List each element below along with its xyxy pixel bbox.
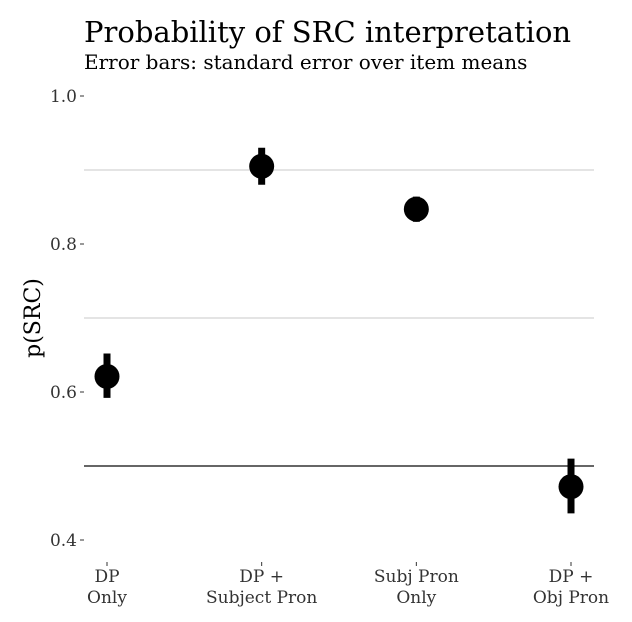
x-tick-label-line2: Subject Pron <box>206 588 317 608</box>
data-point <box>403 196 429 222</box>
y-tick-label: 0.6 <box>50 383 77 403</box>
gridlines <box>84 169 594 319</box>
chart-subtitle: Error bars: standard error over item mea… <box>84 50 527 74</box>
y-axis-label: p(SRC) <box>21 278 46 358</box>
x-tick-label-line2: Only <box>396 588 436 608</box>
data-point <box>94 363 120 389</box>
x-tick-label-line1: DP + <box>239 567 284 587</box>
data-point <box>249 153 275 179</box>
data-point <box>558 474 584 500</box>
x-tick-label-line1: DP + <box>549 567 594 587</box>
data-points <box>94 147 584 514</box>
x-tick-label-line2: Only <box>87 588 127 608</box>
x-tick-label-line1: Subj Pron <box>374 567 459 587</box>
x-tick-label-line2: Obj Pron <box>533 588 609 608</box>
y-tick-label: 0.8 <box>50 235 77 255</box>
x-tick-label-line1: DP <box>94 567 119 587</box>
y-tick-label: 1.0 <box>50 87 77 107</box>
y-tick-label: 0.4 <box>50 531 77 551</box>
y-axis: 0.4 0.6 0.8 1.0 <box>50 87 84 551</box>
chart-title: Probability of SRC interpretation <box>84 15 571 49</box>
